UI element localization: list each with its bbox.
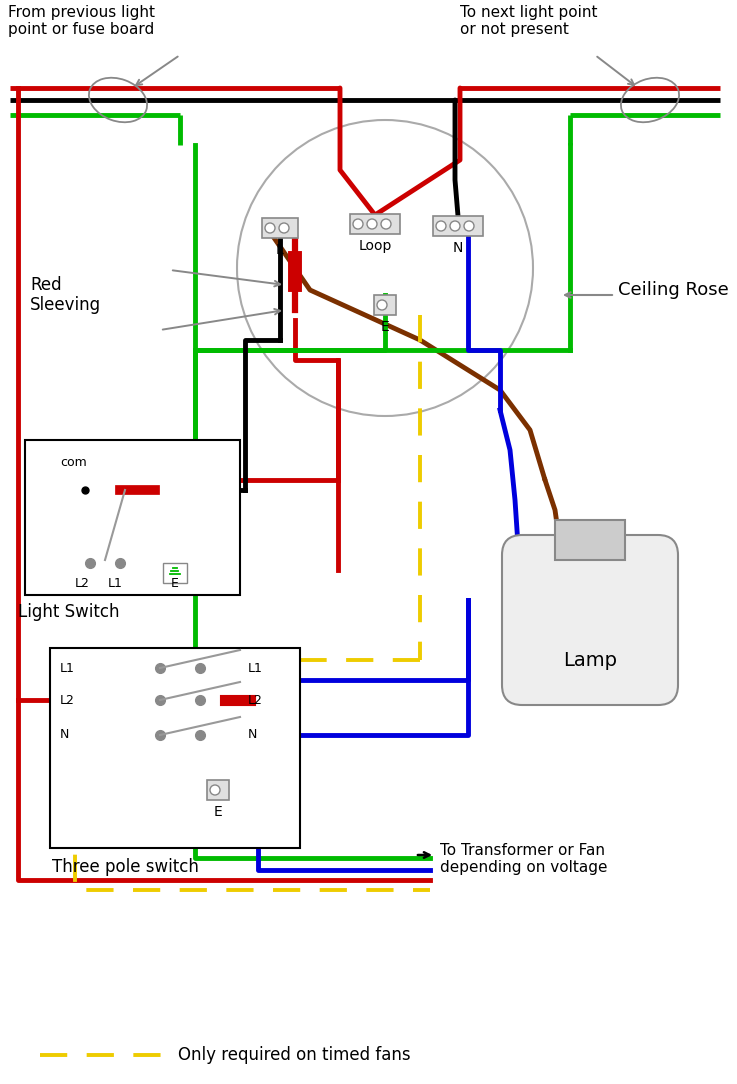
Circle shape [436, 221, 446, 231]
Text: N: N [453, 241, 463, 255]
FancyBboxPatch shape [25, 440, 240, 595]
Text: N: N [248, 728, 257, 741]
Text: L2: L2 [74, 577, 89, 590]
Circle shape [450, 221, 460, 231]
Text: E: E [380, 320, 389, 334]
FancyBboxPatch shape [502, 535, 678, 705]
Text: Three pole switch: Three pole switch [52, 859, 199, 876]
Text: L1: L1 [248, 661, 263, 674]
Text: N: N [60, 728, 69, 741]
Text: L2: L2 [248, 694, 263, 707]
Text: L1: L1 [60, 661, 75, 674]
Text: Ceiling Rose: Ceiling Rose [618, 281, 729, 299]
Text: com: com [60, 455, 87, 468]
Circle shape [279, 223, 289, 233]
Circle shape [377, 300, 387, 310]
Text: Lamp: Lamp [563, 650, 617, 670]
Circle shape [265, 223, 275, 233]
FancyBboxPatch shape [207, 780, 229, 800]
FancyBboxPatch shape [433, 216, 483, 236]
Text: Red
Sleeving: Red Sleeving [30, 275, 101, 314]
Circle shape [353, 219, 363, 229]
Circle shape [367, 219, 377, 229]
Text: From previous light
point or fuse board: From previous light point or fuse board [8, 5, 155, 38]
Text: E: E [214, 805, 223, 820]
FancyBboxPatch shape [555, 520, 625, 560]
Circle shape [210, 785, 220, 795]
Text: E: E [171, 577, 179, 590]
Text: L1: L1 [108, 577, 122, 590]
Circle shape [464, 221, 474, 231]
FancyBboxPatch shape [262, 218, 298, 238]
FancyBboxPatch shape [350, 214, 400, 234]
Text: Loop: Loop [358, 238, 391, 253]
Text: L: L [276, 243, 284, 257]
Text: Light Switch: Light Switch [18, 603, 119, 621]
FancyBboxPatch shape [50, 648, 300, 848]
FancyBboxPatch shape [163, 563, 187, 583]
Circle shape [381, 219, 391, 229]
Text: L2: L2 [60, 694, 75, 707]
Text: To Transformer or Fan
depending on voltage: To Transformer or Fan depending on volta… [440, 843, 607, 876]
Text: Only required on timed fans: Only required on timed fans [178, 1046, 411, 1064]
Text: To next light point
or not present: To next light point or not present [460, 5, 598, 38]
FancyBboxPatch shape [374, 295, 396, 315]
